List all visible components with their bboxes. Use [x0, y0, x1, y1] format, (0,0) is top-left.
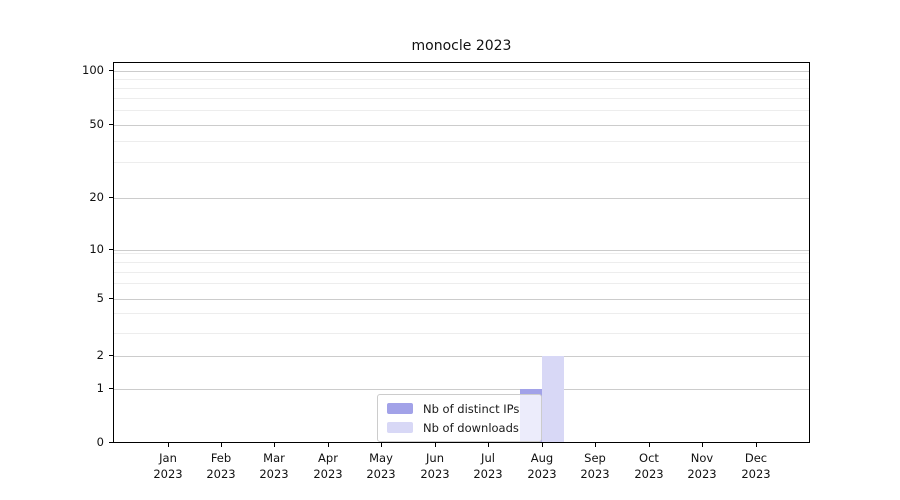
x-tick-label-dec: Dec 2023 — [741, 451, 771, 481]
x-tick-nov — [702, 443, 703, 447]
y-gridline-major-20 — [114, 197, 809, 199]
x-tick-label-jan: Jan 2023 — [153, 451, 183, 481]
x-tick-label-nov: Nov 2023 — [687, 451, 717, 481]
x-tick-label-apr: Apr 2023 — [313, 451, 343, 481]
y-gridline-minor-4 — [114, 312, 809, 314]
x-tick-mar — [274, 443, 275, 447]
y-gridline-major-1 — [114, 388, 809, 390]
x-tick-oct — [649, 443, 650, 447]
x-tick-may — [381, 443, 382, 447]
y-tick-50 — [109, 124, 113, 125]
x-tick-label-aug: Aug 2023 — [527, 451, 557, 481]
x-tick-feb — [221, 443, 222, 447]
y-tick-label-5: 5 — [96, 291, 104, 305]
x-tick-label-oct: Oct 2023 — [634, 451, 664, 481]
y-tick-1 — [109, 388, 113, 389]
y-tick-label-20: 20 — [89, 190, 104, 204]
x-tick-sep — [595, 443, 596, 447]
y-gridline-minor-90 — [114, 79, 809, 81]
y-tick-label-0: 0 — [96, 435, 104, 449]
plot-area: Nb of distinct IPs Nb of downloads — [113, 62, 810, 443]
x-tick-dec — [756, 443, 757, 447]
x-tick-jan — [168, 443, 169, 447]
y-gridline-minor-9 — [114, 253, 809, 255]
y-tick-label-10: 10 — [89, 242, 104, 256]
legend-label-distinct-ips: Nb of distinct IPs — [423, 401, 520, 416]
x-tick-apr — [328, 443, 329, 447]
y-tick-label-2: 2 — [96, 348, 104, 362]
x-tick-label-sep: Sep 2023 — [580, 451, 610, 481]
legend-swatch-downloads — [387, 422, 413, 433]
y-tick-label-100: 100 — [82, 63, 104, 77]
y-gridline-major-50 — [114, 125, 809, 127]
y-gridline-major-5 — [114, 299, 809, 301]
x-tick-jul — [488, 443, 489, 447]
x-tick-label-jul: Jul 2023 — [473, 451, 503, 481]
y-gridline-minor-80 — [114, 88, 809, 90]
legend-label-downloads: Nb of downloads — [423, 420, 519, 435]
x-tick-label-mar: Mar 2023 — [259, 451, 289, 481]
y-tick-100 — [109, 70, 113, 71]
y-gridline-major-10 — [114, 249, 809, 251]
legend: Nb of distinct IPs Nb of downloads — [377, 394, 542, 442]
y-tick-5 — [109, 298, 113, 299]
y-gridline-minor-3 — [114, 332, 809, 334]
legend-swatch-distinct-ips — [387, 403, 413, 414]
y-gridline-minor-8 — [114, 261, 809, 263]
y-gridline-minor-7 — [114, 271, 809, 273]
y-gridline-minor-40 — [114, 140, 809, 142]
y-tick-0 — [109, 442, 113, 443]
y-tick-label-50: 50 — [89, 117, 104, 131]
x-tick-label-feb: Feb 2023 — [206, 451, 236, 481]
x-tick-jun — [435, 443, 436, 447]
y-gridline-minor-30 — [114, 162, 809, 164]
y-gridline-major-2 — [114, 356, 809, 358]
y-gridline-minor-6 — [114, 283, 809, 285]
y-tick-20 — [109, 197, 113, 198]
y-gridline-minor-60 — [114, 109, 809, 111]
y-tick-10 — [109, 249, 113, 250]
y-gridline-minor-70 — [114, 98, 809, 100]
chart-title: monocle 2023 — [411, 38, 512, 54]
legend-entry-distinct-ips: Nb of distinct IPs — [378, 399, 541, 418]
x-tick-aug — [542, 443, 543, 447]
y-tick-label-1: 1 — [96, 381, 104, 395]
legend-entry-downloads: Nb of downloads — [378, 418, 541, 437]
y-gridline-major-100 — [114, 70, 809, 72]
x-tick-label-jun: Jun 2023 — [420, 451, 450, 481]
bar-nb-of-downloads-aug — [542, 356, 564, 442]
x-tick-label-may: May 2023 — [366, 451, 396, 481]
y-tick-2 — [109, 355, 113, 356]
